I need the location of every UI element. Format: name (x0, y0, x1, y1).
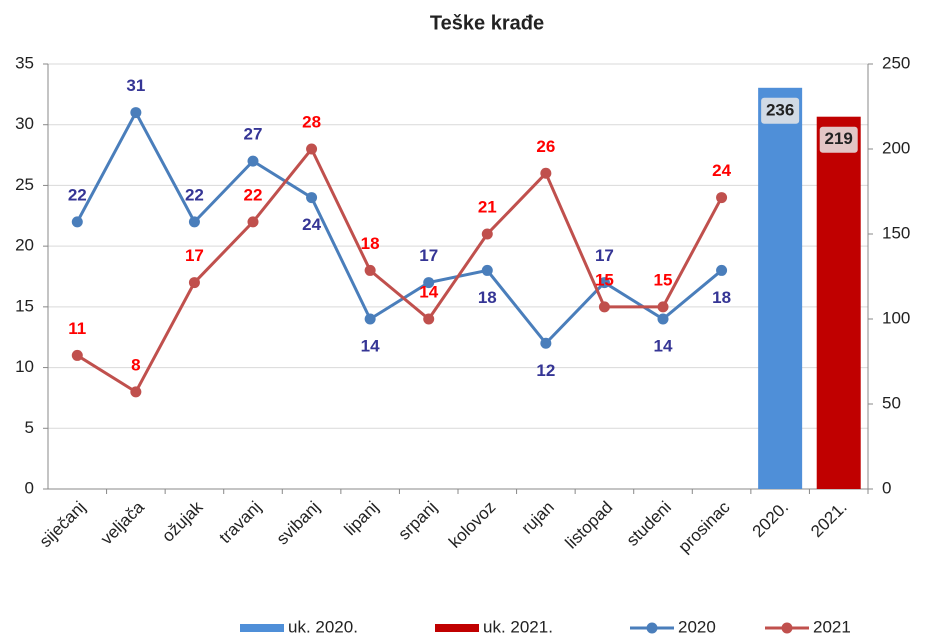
line-point (188, 216, 200, 228)
data-label: 22 (244, 185, 263, 204)
data-label: 15 (654, 270, 673, 289)
data-label: 14 (361, 336, 380, 355)
data-label: 15 (595, 270, 614, 289)
line-point (188, 277, 200, 289)
data-label: 21 (478, 197, 497, 216)
line-point (716, 192, 728, 204)
legend-swatch (240, 624, 284, 632)
x-tick-label: prosinac (675, 497, 734, 556)
line-point (657, 301, 669, 313)
line-point (247, 216, 259, 228)
y-tick-label: 15 (15, 296, 34, 315)
y2-tick-label: 0 (882, 478, 891, 497)
data-label: 22 (68, 185, 87, 204)
x-tick-label: siječanj (36, 498, 90, 552)
x-tick-label: lipanj (341, 498, 383, 540)
y-tick-label: 20 (15, 236, 34, 255)
x-tick-label: rujan (518, 498, 558, 538)
x-tick-label: kolovoz (445, 498, 499, 552)
bar-label-box (761, 97, 800, 124)
line-point (540, 167, 552, 179)
data-label: 28 (302, 112, 321, 131)
bar (816, 116, 861, 489)
x-tick-label: 2021. (807, 498, 851, 542)
data-label: 8 (131, 355, 140, 374)
line-point (657, 313, 669, 325)
x-tick-label: studeni (623, 498, 675, 550)
bar-label: 219 (825, 129, 853, 148)
y2-tick-label: 100 (882, 308, 910, 327)
data-label: 26 (536, 137, 555, 156)
y-tick-label: 0 (25, 478, 34, 497)
data-label: 14 (419, 282, 438, 301)
data-label: 18 (361, 234, 380, 253)
y2-tick-label: 150 (882, 223, 910, 242)
y2-tick-label: 250 (882, 53, 910, 72)
x-tick-label: travanj (215, 498, 265, 548)
legend-swatch (435, 624, 479, 632)
data-label: 18 (478, 288, 497, 307)
x-tick-label: veljača (97, 497, 148, 548)
y-tick-label: 30 (15, 114, 34, 133)
y-tick-label: 25 (15, 175, 34, 194)
data-label: 24 (712, 161, 731, 180)
data-label: 22 (185, 185, 204, 204)
legend-label: 2021 (813, 617, 851, 636)
y2-tick-label: 50 (882, 393, 901, 412)
y-tick-label: 5 (25, 418, 34, 437)
line-point (364, 313, 376, 325)
y-tick-label: 35 (15, 53, 34, 72)
legend-swatch (781, 622, 793, 634)
x-tick-label: ožujak (158, 497, 207, 546)
data-label: 27 (244, 125, 263, 144)
data-label: 17 (595, 246, 614, 265)
line-point (481, 228, 493, 240)
line-point (71, 216, 83, 228)
data-label: 18 (712, 288, 731, 307)
line-point (306, 143, 318, 155)
line-point (306, 192, 318, 204)
bar-label: 236 (766, 100, 794, 119)
line-point (423, 313, 435, 325)
legend-label: uk. 2021. (483, 617, 553, 636)
data-label: 17 (419, 246, 438, 265)
x-tick-label: 2020. (749, 498, 793, 542)
x-tick-label: svibanj (273, 498, 324, 549)
data-label: 17 (185, 246, 204, 265)
data-label: 11 (68, 319, 86, 338)
line-point (130, 386, 142, 398)
line-point (598, 301, 610, 313)
line-point (130, 107, 142, 119)
x-tick-label: srpanj (395, 498, 441, 544)
data-label: 14 (654, 336, 673, 355)
line-point (598, 277, 610, 289)
line (76, 146, 723, 394)
line-point (247, 155, 259, 167)
y2-tick-label: 200 (882, 138, 910, 157)
y-tick-label: 10 (15, 357, 34, 376)
line-point (540, 337, 552, 349)
bar-label-box (819, 126, 858, 153)
data-label: 24 (302, 215, 321, 234)
line-point (364, 264, 376, 276)
bar (758, 87, 803, 490)
x-tick-label: listopad (562, 498, 617, 553)
line-point (481, 264, 493, 276)
line-point (716, 264, 728, 276)
line (75, 109, 723, 346)
line-point (71, 349, 83, 361)
legend-swatch (646, 622, 658, 634)
data-label: 31 (126, 76, 145, 95)
legend-label: 2020 (678, 617, 716, 636)
legend-label: uk. 2020. (288, 617, 358, 636)
chart-title: Teške krađe (430, 12, 544, 34)
data-label: 12 (536, 361, 555, 380)
line-point (423, 277, 435, 289)
